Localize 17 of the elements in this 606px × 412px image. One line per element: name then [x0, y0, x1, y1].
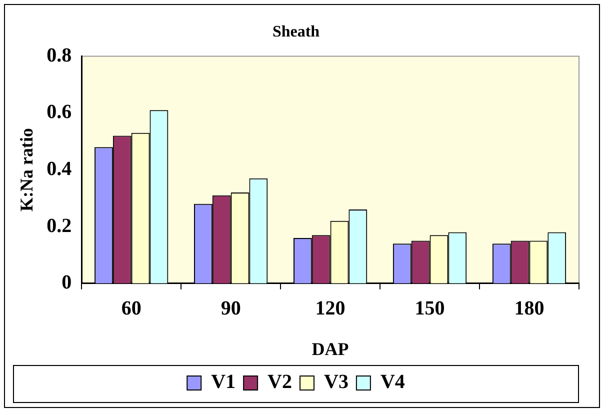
legend-label: V2: [268, 371, 292, 394]
chart-title: Sheath: [272, 24, 320, 41]
y-tick-label: 0.4: [46, 158, 72, 180]
x-axis-title: DAP: [312, 338, 349, 359]
legend-label: V4: [380, 371, 405, 394]
y-tick-label: 0.6: [46, 101, 72, 124]
x-tick-label: 90: [220, 298, 241, 320]
legend-label: V3: [324, 371, 348, 394]
x-tick-label: 60: [121, 298, 142, 320]
y-tick-label: 0.8: [46, 44, 72, 66]
y-tick-label: 0.2: [46, 214, 72, 237]
x-tick-label: 120: [315, 298, 346, 320]
y-axis-title: K:Na ratio: [16, 128, 36, 212]
x-tick-label: 180: [514, 298, 544, 320]
legend-label: V1: [211, 371, 236, 394]
x-tick-label: 150: [414, 298, 445, 320]
y-tick-label: 0: [62, 272, 72, 294]
